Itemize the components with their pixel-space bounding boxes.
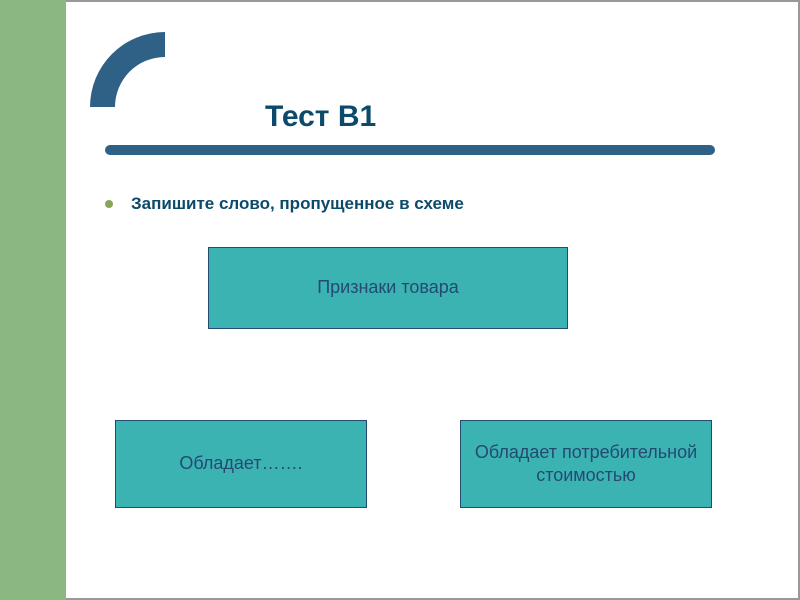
arc-decoration bbox=[90, 32, 240, 182]
diagram-box-right: Обладает потребительной стоимостью bbox=[460, 420, 712, 508]
title-underline bbox=[105, 145, 715, 155]
diagram-box-top-label: Признаки товара bbox=[317, 276, 459, 299]
slide-title: Тест В1 bbox=[265, 100, 376, 134]
diagram-box-right-label: Обладает потребительной стоимостью bbox=[461, 441, 711, 488]
bullet-dot-icon bbox=[105, 200, 113, 208]
bullet-item: Запишите слово, пропущенное в схеме bbox=[105, 194, 464, 214]
left-accent-bar bbox=[0, 0, 66, 600]
diagram-box-top: Признаки товара bbox=[208, 247, 568, 329]
diagram-box-left-label: Обладает……. bbox=[179, 452, 302, 475]
bullet-text: Запишите слово, пропущенное в схеме bbox=[131, 194, 464, 214]
diagram-box-left: Обладает……. bbox=[115, 420, 367, 508]
